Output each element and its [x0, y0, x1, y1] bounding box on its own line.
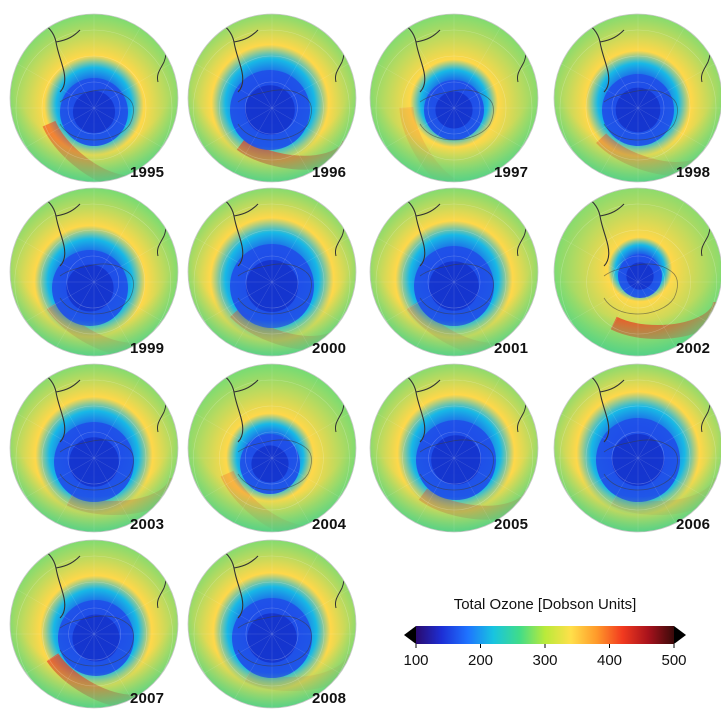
- globe-map: [9, 13, 179, 183]
- globe-map: [553, 187, 721, 357]
- coastline-antarctica: [419, 263, 494, 315]
- ozone-globe-1995: [8, 12, 180, 184]
- coastline-antarctica: [603, 263, 678, 315]
- coastline-antarctica: [59, 89, 134, 141]
- coastline-south-america: [215, 369, 259, 443]
- coastline-antarctica: [237, 89, 312, 141]
- ozone-globe-1998: [552, 12, 721, 184]
- colorbar-gradient: [416, 626, 674, 644]
- colorbar-tick-label-300: 300: [532, 652, 558, 669]
- ozone-globe-2001: [368, 186, 540, 358]
- coastline-south-america: [37, 19, 81, 93]
- ozone-globe-2000: [186, 186, 358, 358]
- globe-map: [553, 363, 721, 533]
- coastline-antarctica: [603, 89, 678, 141]
- year-label-2003: 2003: [130, 516, 165, 533]
- globe-map: [9, 539, 179, 709]
- year-label-2006: 2006: [676, 516, 711, 533]
- globe-map: [187, 363, 357, 533]
- ozone-globe-1996: [186, 12, 358, 184]
- coastline-antarctica: [237, 615, 312, 667]
- ozone-globe-2006: [552, 362, 721, 534]
- year-label-2005: 2005: [494, 516, 529, 533]
- globe-map: [187, 187, 357, 357]
- globe-map: [553, 13, 721, 183]
- ozone-globe-2002: [552, 186, 721, 358]
- coastline-antarctica: [419, 439, 494, 491]
- year-label-2004: 2004: [312, 516, 347, 533]
- coastline-south-america: [215, 19, 259, 93]
- coastline-antarctica: [237, 263, 312, 315]
- globe-map: [369, 187, 539, 357]
- globe-map: [9, 363, 179, 533]
- coastline-antarctica: [59, 615, 134, 667]
- globe-map: [9, 187, 179, 357]
- coastline-south-america: [397, 369, 441, 443]
- coastline-antarctica: [59, 439, 134, 491]
- year-label-2002: 2002: [676, 340, 711, 357]
- colorbar-legend: Total Ozone [Dobson Units] 100 200 300 400 50…: [403, 596, 687, 676]
- coastline-south-america: [37, 193, 81, 267]
- coastline-south-america: [581, 369, 625, 443]
- ozone-globe-1997: [368, 12, 540, 184]
- ozone-globe-2007: [8, 538, 180, 710]
- ozone-globe-1999: [8, 186, 180, 358]
- ozone-globe-2008: [186, 538, 358, 710]
- year-label-2007: 2007: [130, 690, 165, 707]
- year-label-2001: 2001: [494, 340, 529, 357]
- coastline-south-america: [397, 19, 441, 93]
- coastline-south-america: [215, 193, 259, 267]
- coastline-south-america: [581, 19, 625, 93]
- coastline-antarctica: [419, 89, 494, 141]
- year-label-1996: 1996: [312, 164, 347, 181]
- year-label-1995: 1995: [130, 164, 165, 181]
- coastline-south-america: [397, 193, 441, 267]
- colorbar-max-arrow-icon: [674, 626, 686, 644]
- coastline-south-america: [37, 545, 81, 619]
- coastline-antarctica: [59, 263, 134, 315]
- colorbar-tick-label-100: 100: [403, 652, 429, 669]
- year-label-2008: 2008: [312, 690, 347, 707]
- globe-map: [187, 539, 357, 709]
- year-label-1997: 1997: [494, 164, 529, 181]
- colorbar-tick-label-200: 200: [467, 652, 494, 669]
- colorbar-min-arrow-icon: [404, 626, 416, 644]
- coastline-south-america: [581, 193, 625, 267]
- coastline-antarctica: [237, 439, 312, 491]
- colorbar-tick-label-400: 400: [596, 652, 623, 669]
- ozone-globe-2005: [368, 362, 540, 534]
- ozone-globe-2004: [186, 362, 358, 534]
- year-label-2000: 2000: [312, 340, 347, 357]
- coastline-antarctica: [603, 439, 678, 491]
- coastline-south-america: [215, 545, 259, 619]
- coastline-south-america: [37, 369, 81, 443]
- ozone-globe-2003: [8, 362, 180, 534]
- globe-map: [369, 13, 539, 183]
- globe-map: [187, 13, 357, 183]
- colorbar: [404, 626, 686, 648]
- year-label-1999: 1999: [130, 340, 165, 357]
- globe-map: [369, 363, 539, 533]
- legend-title: Total Ozone [Dobson Units]: [453, 596, 637, 613]
- year-label-1998: 1998: [676, 164, 711, 181]
- colorbar-tick-label-500: 500: [661, 652, 687, 669]
